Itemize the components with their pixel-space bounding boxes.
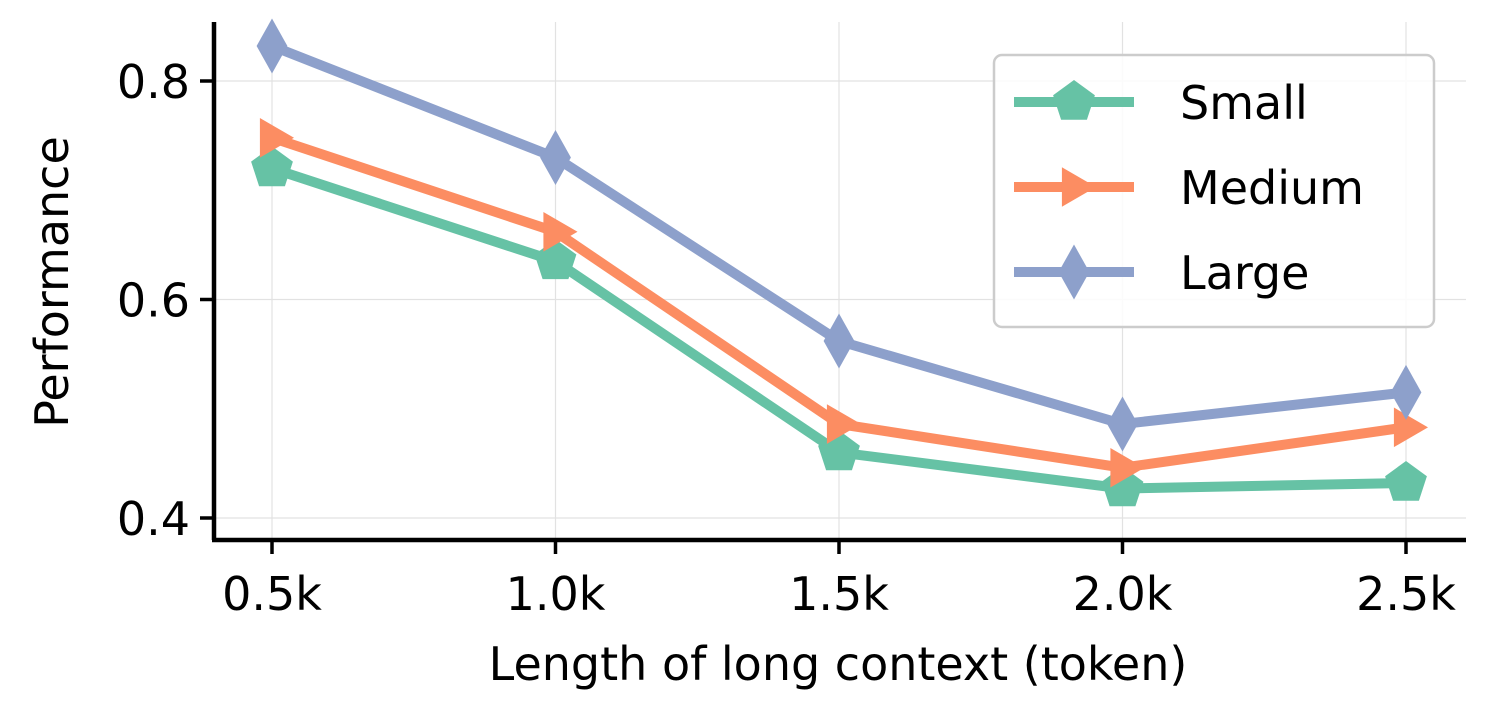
data-point	[259, 118, 294, 158]
x-tick-label: 2.5k	[1356, 567, 1456, 621]
data-point	[540, 129, 571, 185]
data-point	[543, 211, 578, 252]
data-point	[826, 404, 861, 444]
data-point	[1110, 447, 1145, 488]
data-point	[1385, 461, 1427, 501]
legend-swatch-marker	[1061, 167, 1096, 207]
legend-item-large: Large	[1014, 244, 1309, 300]
y-tick-label: 0.8	[117, 55, 190, 109]
ticks: 0.5k 1.0k 1.5k 2.0k 2.5k 0.4 0.6 0.8	[117, 55, 1456, 621]
series-medium	[259, 118, 1428, 488]
legend-swatch-marker	[1053, 80, 1095, 120]
data-point	[256, 18, 288, 74]
data-point	[1390, 364, 1422, 420]
series-layer	[251, 18, 1428, 507]
legend-swatch-marker	[1058, 244, 1090, 300]
data-point	[251, 146, 293, 187]
x-axis-title: Length of long context (token)	[489, 637, 1188, 691]
y-tick-label: 0.6	[117, 274, 190, 328]
x-tick-label: 2.0k	[1073, 567, 1173, 621]
x-tick-label: 1.0k	[506, 567, 606, 621]
legend-label: Large	[1180, 246, 1309, 300]
x-tick-label: 0.5k	[222, 567, 322, 621]
series-large	[256, 18, 1422, 452]
legend-frame	[992, 53, 1436, 329]
data-point	[1393, 407, 1428, 448]
legend-label: Small	[1180, 76, 1308, 130]
data-point	[823, 313, 855, 369]
y-axis-title: Performance	[25, 136, 79, 428]
x-tick-label: 1.5k	[789, 567, 889, 621]
legend-item-small: Small	[1014, 76, 1308, 130]
legend: Small Medium Large	[992, 53, 1436, 329]
legend-label: Medium	[1180, 161, 1364, 215]
data-point	[1107, 396, 1138, 452]
y-tick-label: 0.4	[117, 492, 190, 546]
legend-item-medium: Medium	[1014, 161, 1364, 215]
